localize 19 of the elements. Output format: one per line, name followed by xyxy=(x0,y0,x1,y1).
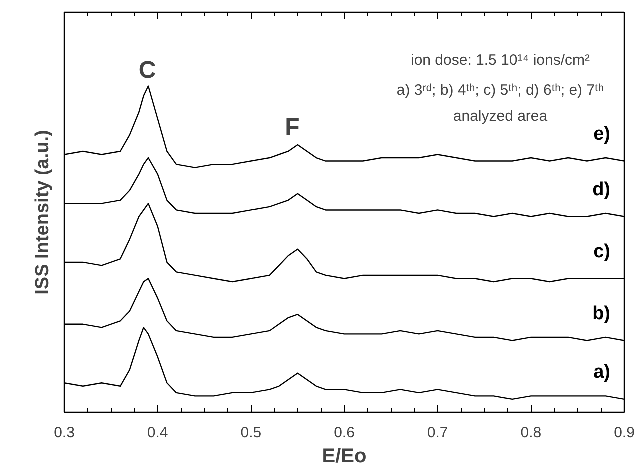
series-label: c) xyxy=(594,241,611,262)
annotation: analyzed area xyxy=(453,108,548,125)
series-label: b) xyxy=(592,303,611,324)
x-tick-label: 0.9 xyxy=(614,424,635,442)
y-axis-title: ISS Intensity (a.u.) xyxy=(32,130,54,295)
text: ion dose: 1.5 10¹⁴ ions/cm² xyxy=(410,52,590,69)
x-tick-label: 0.6 xyxy=(334,424,355,442)
series-label: a) xyxy=(594,362,611,384)
series-label: d) xyxy=(592,179,611,200)
x-tick-label: 0.4 xyxy=(147,424,168,442)
text: C xyxy=(138,57,156,84)
series-label: e) xyxy=(594,124,611,145)
x-tick-label: 0.5 xyxy=(240,424,262,442)
annotation: a) 3ʳᵈ; b) 4ᵗʰ; c) 5ᵗʰ; d) 6ᵗʰ; e) 7ᵗʰ xyxy=(396,82,604,99)
x-tick-label: 0.8 xyxy=(520,424,542,442)
x-axis-title: E/Eo xyxy=(322,446,367,468)
annotation: F xyxy=(285,114,300,141)
x-tick-label: 0.7 xyxy=(427,424,448,442)
x-tick-label: 0.3 xyxy=(54,424,75,442)
